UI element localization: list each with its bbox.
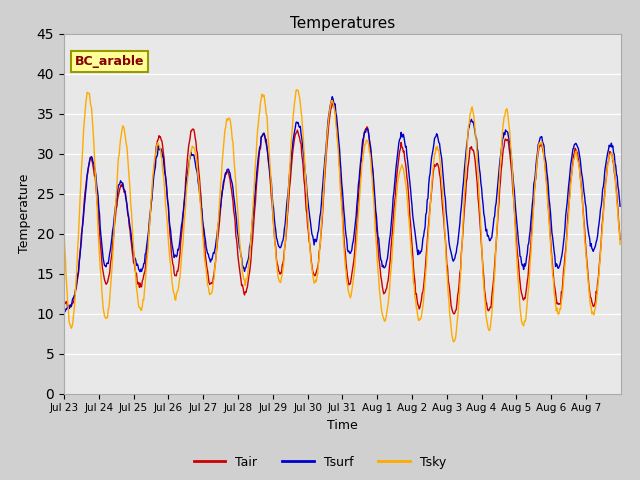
Tsky <box>400 170 408 176</box>
Tsky <box>293 87 301 93</box>
Tair <box>60 299 68 305</box>
Tair <box>228 187 236 192</box>
Tsky <box>125 176 133 182</box>
Tair <box>328 100 336 106</box>
Tair <box>255 154 263 159</box>
Title: Temperatures: Temperatures <box>290 16 395 31</box>
Tsky <box>60 228 68 234</box>
Tsurf <box>277 244 285 250</box>
Tsurf <box>401 139 408 145</box>
Tsurf <box>126 224 134 229</box>
Text: BC_arable: BC_arable <box>75 55 145 68</box>
Line: Tair: Tair <box>64 103 620 314</box>
Tsurf <box>256 144 264 150</box>
X-axis label: Time: Time <box>327 419 358 432</box>
Tair <box>125 223 133 229</box>
Tsurf <box>616 204 624 209</box>
Tsky <box>449 339 457 345</box>
Tsky <box>276 279 284 285</box>
Tsky <box>431 151 439 157</box>
Legend: Tair, Tsurf, Tsky: Tair, Tsurf, Tsky <box>189 451 451 474</box>
Tsurf <box>328 94 336 99</box>
Line: Tsky: Tsky <box>64 90 620 342</box>
Tsurf <box>228 180 236 186</box>
Tsky <box>228 127 236 133</box>
Tair <box>400 148 408 154</box>
Y-axis label: Temperature: Temperature <box>18 174 31 253</box>
Tsurf <box>60 308 68 313</box>
Tsky <box>255 113 263 119</box>
Line: Tsurf: Tsurf <box>64 96 620 312</box>
Tair <box>616 237 624 242</box>
Tsky <box>616 241 624 247</box>
Tsurf <box>61 309 68 315</box>
Tair <box>431 163 439 169</box>
Tair <box>276 271 284 277</box>
Tair <box>450 311 458 317</box>
Tsurf <box>432 133 440 139</box>
